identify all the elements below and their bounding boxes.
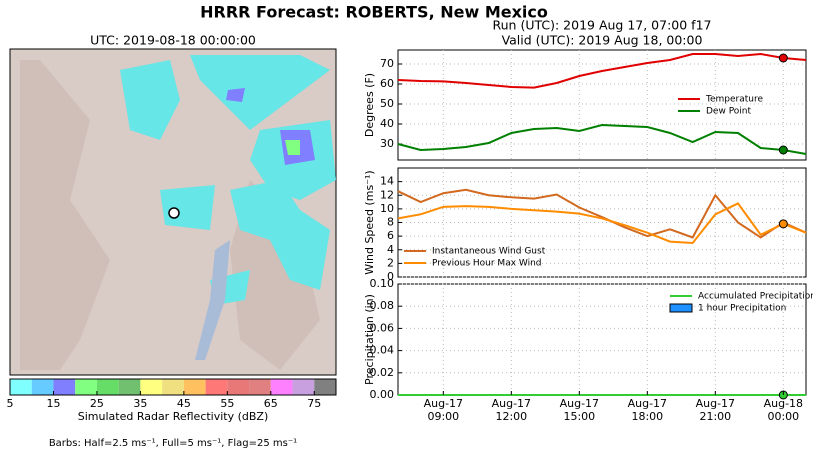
colorbar-tick-label: 55 <box>220 397 234 410</box>
colorbar-label: Simulated Radar Reflectivity (dBZ) <box>78 410 269 423</box>
map <box>9 48 337 376</box>
legend-swatch <box>669 303 693 313</box>
map-title: UTC: 2019-08-18 00:00:00 <box>90 33 256 48</box>
colorbar-cell <box>31 379 54 395</box>
series-line <box>397 123 807 155</box>
y-tick-label: 14 <box>380 175 394 188</box>
colorbar-tick-label: 75 <box>307 397 321 410</box>
x-tick-label: 09:00 <box>427 410 459 423</box>
legend-label: Temperature <box>705 95 763 105</box>
x-tick-label: Aug-17 <box>628 397 667 410</box>
colorbar-cell <box>183 379 206 395</box>
plot-area <box>397 49 807 161</box>
series-line <box>397 202 807 244</box>
x-tick-label: Aug-17 <box>696 397 735 410</box>
y-tick-label: 50 <box>380 97 394 110</box>
y-tick-label: 0 <box>387 270 394 283</box>
plot-area <box>397 283 807 396</box>
colorbar-cell <box>53 379 76 395</box>
x-tick-label: 12:00 <box>495 410 527 423</box>
x-tick-label: 18:00 <box>631 410 663 423</box>
y-tick-label: 10 <box>380 202 394 215</box>
x-tick-label: 15:00 <box>563 410 595 423</box>
series-line <box>397 188 807 239</box>
current-marker <box>778 219 788 229</box>
figure-title: HRRR Forecast: ROBERTS, New Mexico <box>200 3 548 22</box>
colorbar-cell <box>270 379 293 395</box>
y-axis-label: Degrees (F) <box>363 73 376 137</box>
series-line <box>397 52 807 89</box>
x-tick-label: Aug-17 <box>424 397 463 410</box>
colorbar-cell <box>227 379 250 395</box>
x-tick-label: Aug-17 <box>492 397 531 410</box>
colorbar-tick-label: 35 <box>133 397 147 410</box>
y-tick-label: 0.10 <box>370 277 395 290</box>
y-tick-label: 0.00 <box>370 388 395 401</box>
colorbar-cell <box>292 379 315 395</box>
x-tick-label: Aug-17 <box>560 397 599 410</box>
colorbar-cell <box>75 379 97 395</box>
y-axis-label: Precipitation (in) <box>363 294 376 385</box>
colorbar-tick-label: 65 <box>264 397 278 410</box>
y-tick-label: 8 <box>387 216 394 229</box>
colorbar-frame <box>9 378 337 396</box>
valid-text: Valid (UTC): 2019 Aug 18, 00:00 <box>502 33 703 48</box>
y-tick-label: 2 <box>387 256 394 269</box>
legend-label: Instantaneous Wind Gust <box>432 247 546 257</box>
current-marker <box>778 145 788 155</box>
colorbar-cell <box>314 379 336 395</box>
legend-label: Previous Hour Max Wind <box>432 259 542 269</box>
colorbar-cell <box>140 379 163 395</box>
colorbar-cell <box>96 379 119 395</box>
y-tick-label: 6 <box>387 229 394 242</box>
y-tick-label: 0.06 <box>370 321 395 334</box>
colorbar-tick-label: 15 <box>46 397 60 410</box>
colorbar-tick-label: 5 <box>7 397 14 410</box>
colorbar-cell <box>162 379 184 395</box>
legend-label: 1 hour Precipitation <box>698 304 786 314</box>
legend-label: Accumulated Precipitation <box>698 292 813 302</box>
y-tick-label: 40 <box>380 117 394 130</box>
y-tick-label: 12 <box>380 188 394 201</box>
colorbar-cell <box>10 379 32 395</box>
x-tick-label: 21:00 <box>699 410 731 423</box>
y-tick-label: 60 <box>380 77 394 90</box>
colorbar-tick-label: 25 <box>90 397 104 410</box>
y-tick-label: 4 <box>387 243 394 256</box>
y-tick-label: 0.04 <box>370 344 395 357</box>
y-tick-label: 30 <box>380 137 394 150</box>
colorbar-cell <box>205 379 228 395</box>
y-axis-label: Wind Speed (ms⁻¹) <box>363 170 376 274</box>
run-text: Run (UTC): 2019 Aug 17, 07:00 f17 <box>493 18 712 33</box>
y-tick-label: 70 <box>380 57 394 70</box>
x-tick-label: Aug-18 <box>764 397 803 410</box>
colorbar-tick-label: 45 <box>177 397 191 410</box>
legend-label: Dew Point <box>706 107 752 117</box>
colorbar-cell <box>118 379 141 395</box>
barb-note: Barbs: Half=2.5 ms⁻¹, Full=5 ms⁻¹, Flag=… <box>49 438 297 449</box>
y-tick-label: 0.02 <box>370 366 395 379</box>
current-marker <box>778 53 788 63</box>
x-tick-label: 00:00 <box>767 410 799 423</box>
y-tick-label: 0.08 <box>370 299 395 312</box>
colorbar-cell <box>249 379 271 395</box>
